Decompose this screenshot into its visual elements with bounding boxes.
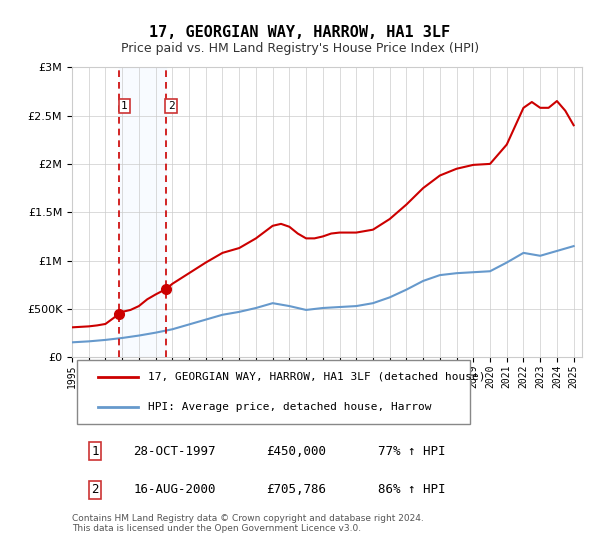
Text: Contains HM Land Registry data © Crown copyright and database right 2024.
This d: Contains HM Land Registry data © Crown c…: [72, 514, 424, 533]
FancyBboxPatch shape: [77, 360, 470, 424]
Text: 2: 2: [167, 101, 175, 111]
Text: 1: 1: [121, 101, 128, 111]
Text: 17, GEORGIAN WAY, HARROW, HA1 3LF (detached house): 17, GEORGIAN WAY, HARROW, HA1 3LF (detac…: [149, 372, 486, 382]
Text: £705,786: £705,786: [266, 483, 326, 496]
Text: 77% ↑ HPI: 77% ↑ HPI: [378, 445, 445, 458]
Text: 86% ↑ HPI: 86% ↑ HPI: [378, 483, 445, 496]
Text: 1: 1: [91, 445, 98, 458]
Text: 2: 2: [91, 483, 98, 496]
Bar: [119, 67, 166, 357]
Text: Price paid vs. HM Land Registry's House Price Index (HPI): Price paid vs. HM Land Registry's House …: [121, 42, 479, 55]
Text: £450,000: £450,000: [266, 445, 326, 458]
Text: 16-AUG-2000: 16-AUG-2000: [133, 483, 216, 496]
Text: 17, GEORGIAN WAY, HARROW, HA1 3LF: 17, GEORGIAN WAY, HARROW, HA1 3LF: [149, 25, 451, 40]
Text: 28-OCT-1997: 28-OCT-1997: [133, 445, 216, 458]
Text: HPI: Average price, detached house, Harrow: HPI: Average price, detached house, Harr…: [149, 403, 432, 413]
